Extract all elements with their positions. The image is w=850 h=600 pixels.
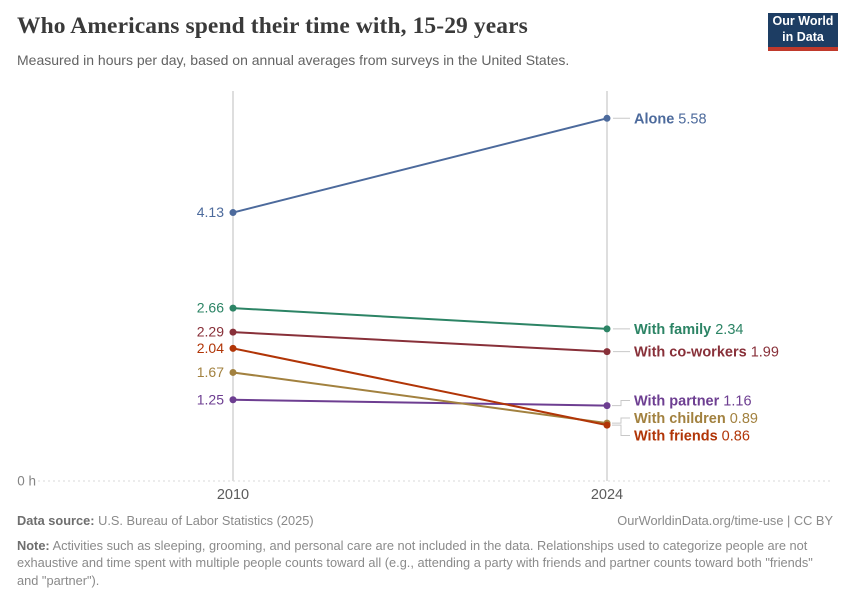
series-point-start-with-co-workers[interactable]	[229, 328, 237, 336]
footer-note: Note: Activities such as sleeping, groom…	[17, 537, 833, 589]
series-label-with-partner[interactable]: With partner 1.16	[634, 393, 752, 409]
series-label-with-children[interactable]: With children 0.89	[634, 411, 758, 427]
start-value-label-with-family: 2.66	[197, 300, 224, 316]
series-point-end-with-co-workers[interactable]	[603, 348, 611, 356]
series-label-with-co-workers[interactable]: With co-workers 1.99	[634, 345, 779, 361]
y-zero-label: 0 h	[17, 474, 36, 489]
data-source-label: Data source:	[17, 513, 95, 528]
start-value-label-alone: 4.13	[197, 204, 224, 220]
x-tick-2010: 2010	[217, 487, 249, 503]
series-line-with-co-workers[interactable]	[232, 331, 608, 353]
series-line-with-partner[interactable]	[232, 398, 608, 407]
series-label-alone[interactable]: Alone 5.58	[634, 111, 707, 127]
note-text: Activities such as sleeping, grooming, a…	[17, 538, 813, 588]
data-source-text: U.S. Bureau of Labor Statistics (2025)	[98, 513, 314, 528]
x-tick-2024: 2024	[591, 487, 623, 503]
owid-logo-line1: Our World	[772, 14, 834, 29]
data-source: Data source: U.S. Bureau of Labor Statis…	[17, 513, 314, 528]
series-point-start-with-family[interactable]	[229, 304, 237, 312]
note-label: Note:	[17, 538, 50, 553]
label-connector-with-partner	[612, 399, 630, 407]
start-value-label-with-friends: 2.04	[197, 340, 224, 356]
series-point-start-with-children[interactable]	[229, 368, 237, 376]
series-line-with-friends[interactable]	[232, 347, 608, 427]
series-line-alone[interactable]	[232, 117, 608, 214]
attribution-link[interactable]: OurWorldinData.org/time-use | CC BY	[617, 513, 833, 528]
label-connector-with-friends	[612, 424, 630, 436]
series-point-end-alone[interactable]	[603, 114, 611, 122]
series-point-start-alone[interactable]	[229, 209, 237, 217]
page-title: Who Americans spend their time with, 15-…	[17, 13, 528, 39]
label-connector-with-children	[612, 417, 630, 424]
footer-source-row: Data source: U.S. Bureau of Labor Statis…	[17, 513, 833, 528]
start-value-label-with-partner: 1.25	[197, 391, 224, 407]
start-value-label-with-co-workers: 2.29	[197, 324, 224, 340]
series-line-with-children[interactable]	[232, 371, 608, 425]
slope-chart: 2010 2024 0 h 4.13 Alone 5.58 2.66 With family…	[17, 91, 831, 503]
series-label-with-friends[interactable]: With friends 0.86	[634, 428, 750, 444]
series-point-end-with-partner[interactable]	[603, 402, 611, 410]
start-value-label-with-children: 1.67	[197, 364, 224, 380]
series-line-with-family[interactable]	[232, 307, 608, 330]
series-point-start-with-partner[interactable]	[229, 396, 237, 404]
series-label-with-family[interactable]: With family 2.34	[634, 322, 743, 338]
slope-chart-svg: 2010 2024 0 h 4.13 Alone 5.58 2.66 With family…	[17, 91, 831, 503]
series-point-start-with-friends[interactable]	[229, 344, 237, 352]
owid-logo: Our World in Data	[768, 13, 838, 51]
owid-logo-line2: in Data	[782, 30, 824, 44]
series-point-end-with-family[interactable]	[603, 325, 611, 333]
series-point-end-with-friends[interactable]	[603, 421, 611, 429]
chart-subtitle: Measured in hours per day, based on annu…	[17, 52, 570, 68]
